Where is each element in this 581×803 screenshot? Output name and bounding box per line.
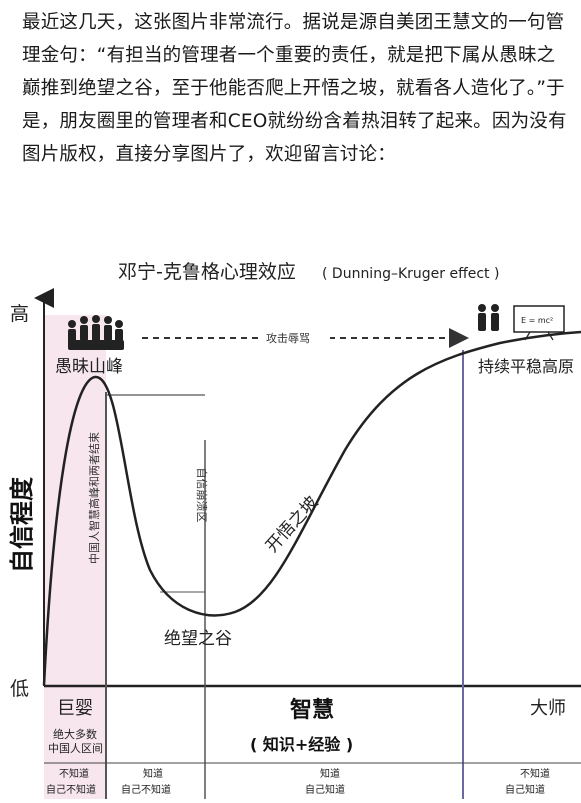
dunning-kruger-curve [42, 330, 581, 686]
intro-paragraph: 最近这几天，这张图片非常流行。据说是源自美团王慧文的一句管理金句：“有担当的管理… [22, 12, 567, 165]
majority-label-line2: 中国人区间 [48, 742, 103, 755]
plateau-label: 持续平稳高原 [478, 357, 574, 376]
col2-top: 知道 [143, 767, 163, 780]
y-low-label: 低 [10, 678, 29, 700]
col3-bottom: 自己知道 [305, 783, 345, 796]
vertical-note-collapse: 自信崩溃区 [195, 468, 209, 523]
master-label: 大师 [530, 698, 566, 719]
attack-label: 攻击辱骂 [266, 331, 310, 345]
diagram-title: 邓宁-克鲁格心理效应 [118, 261, 296, 283]
diagram-title-en: ( Dunning–Kruger effect ) [322, 266, 499, 282]
col4-top: 不知道 [520, 767, 550, 780]
pink-band [44, 315, 106, 799]
valley-label: 绝望之谷 [164, 629, 232, 649]
blackboard-icon: E = mc² [513, 305, 565, 341]
col3-top: 知道 [320, 767, 340, 780]
peak-label: 愚昧山峰 [55, 357, 123, 377]
col1-top: 不知道 [59, 767, 89, 780]
formula-text: E = mc² [521, 316, 553, 325]
two-people-icon [478, 304, 499, 331]
wisdom-sub-label: ( 知识+经验 ) [250, 735, 353, 754]
diagram-svg: 邓宁-克鲁格心理效应 ( Dunning–Kruger effect ) 高 低… [8, 261, 581, 799]
col4-bottom: 自己知道 [505, 783, 545, 796]
y-high-label: 高 [10, 303, 29, 325]
y-axis-label: 自信程度 [8, 476, 36, 573]
dunning-kruger-diagram: 邓宁-克鲁格心理效应 ( Dunning–Kruger effect ) 高 低… [0, 240, 581, 799]
baby-label: 巨婴 [57, 698, 93, 719]
attack-label-bg [262, 328, 330, 348]
vertical-note-peak: 中国人智慧高峰和两者结束 [87, 432, 101, 564]
col2-bottom: 自己不知道 [121, 783, 171, 796]
wisdom-label: 智慧 [290, 697, 334, 723]
group-people-icon [68, 315, 124, 350]
col1-bottom: 自己不知道 [46, 783, 96, 796]
majority-label-line1: 绝大多数 [53, 727, 97, 741]
